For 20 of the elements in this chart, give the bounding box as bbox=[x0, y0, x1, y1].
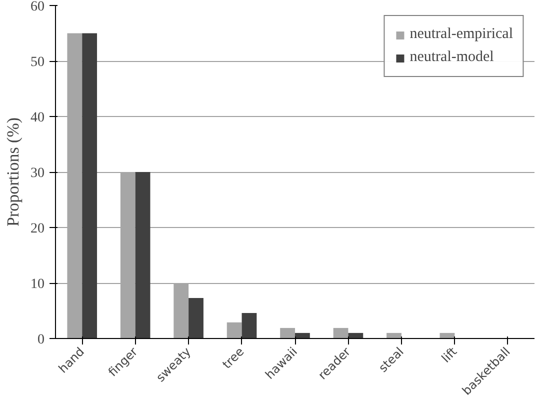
y-tick-label: 40 bbox=[30, 110, 44, 126]
legend-label: neutral-model bbox=[410, 49, 494, 66]
y-tick-label: 60 bbox=[30, 0, 44, 14]
y-tick-label: 20 bbox=[30, 222, 44, 236]
bar bbox=[280, 328, 295, 338]
x-tick-label: lift bbox=[438, 344, 460, 366]
bar bbox=[242, 312, 257, 338]
y-tick-label: 0 bbox=[38, 332, 44, 348]
bar bbox=[333, 328, 348, 338]
y-tick-label: 30 bbox=[30, 166, 44, 181]
legend-label: neutral-empirical bbox=[410, 26, 513, 43]
bar bbox=[82, 33, 98, 338]
bar bbox=[226, 322, 242, 338]
y-axis-title: Proportions (%) bbox=[4, 117, 22, 227]
bar bbox=[188, 298, 204, 338]
bar bbox=[386, 332, 402, 338]
y-tick-label: 10 bbox=[30, 277, 44, 292]
bar bbox=[135, 172, 150, 338]
y-tick-label: 50 bbox=[30, 55, 44, 70]
x-tick-label: tree bbox=[220, 344, 247, 372]
